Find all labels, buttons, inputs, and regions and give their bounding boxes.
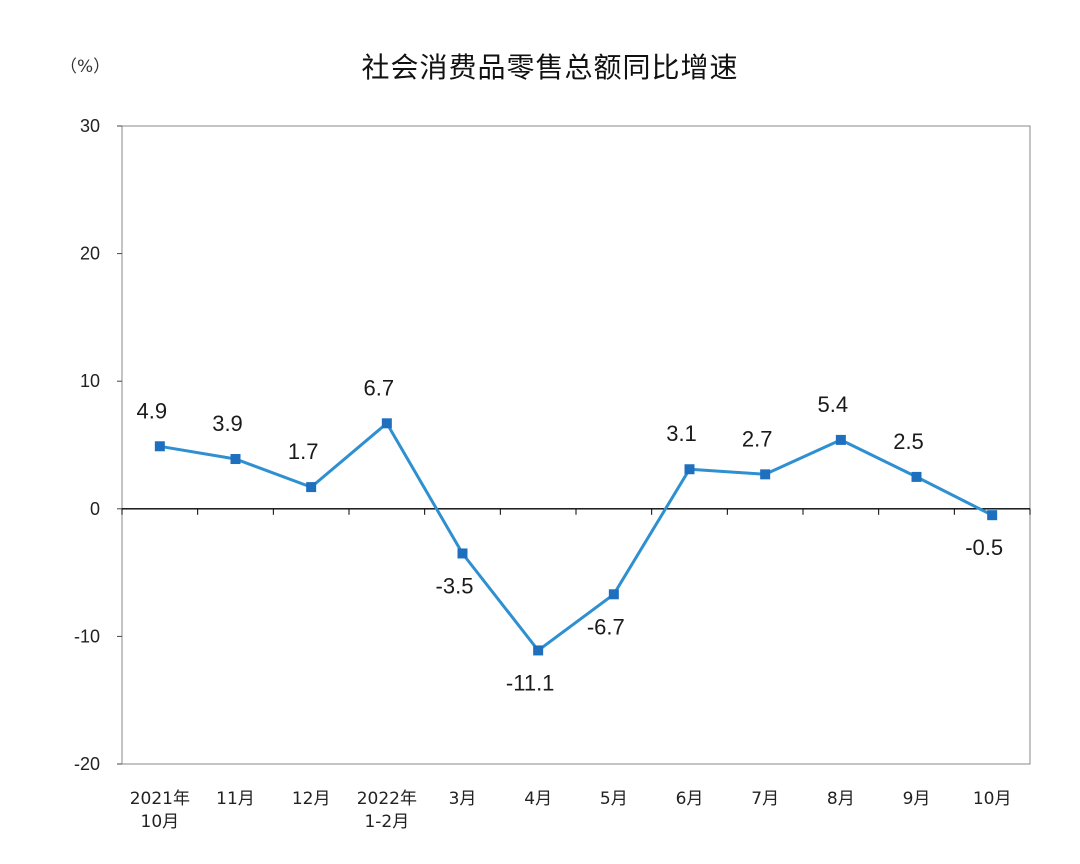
x-tick-label: 10月 (973, 789, 1012, 809)
x-tick-label: 2021年 10月 (130, 789, 190, 832)
data-point-marker (911, 471, 922, 482)
y-tick-label: -10 (74, 626, 100, 646)
data-point-marker (533, 645, 544, 656)
data-label: 1.7 (288, 439, 319, 464)
data-point-marker (230, 454, 241, 465)
data-point-marker (381, 418, 392, 429)
x-tick-label: 12月 (292, 789, 331, 809)
series-line (158, 421, 994, 652)
data-point-marker (987, 510, 998, 521)
data-label: 3.9 (212, 411, 243, 436)
x-tick-label: 6月 (676, 789, 704, 809)
data-labels-layer: 4.9 3.9 1.7 6.7 -3.5 -11.1 -6.7 3.1 2.7 5.4 2.5 -0.… (137, 375, 1004, 695)
data-point-marker (760, 469, 771, 480)
x-tick-label-line: 10月 (973, 789, 1012, 809)
y-tick-label: 0 (90, 499, 100, 519)
x-tick-label: 9月 (903, 789, 931, 809)
x-tick-label-line: 2021年 (130, 789, 190, 809)
data-label: 3.1 (666, 421, 697, 446)
x-tick-label: 8月 (827, 789, 855, 809)
data-point-marker (608, 589, 619, 600)
data-label: 2.5 (893, 429, 924, 454)
x-tick-label-line: 8月 (827, 789, 855, 809)
x-tick-label-line: 9月 (903, 789, 931, 809)
x-tick-label: 2022年 1-2月 (357, 789, 417, 832)
y-tick-label: -20 (74, 754, 100, 774)
x-tick-label: 4月 (524, 789, 552, 809)
x-tick-label: 7月 (751, 789, 779, 809)
y-unit-label: （%） (60, 57, 111, 77)
data-label: 4.9 (137, 398, 168, 423)
y-tick-label: 20 (80, 244, 100, 264)
x-tick-label-line: 10月 (141, 812, 180, 832)
data-label: 2.7 (742, 426, 773, 451)
x-tick-label-line: 4月 (524, 789, 552, 809)
plot-frame (121, 125, 1031, 765)
x-tick-label: 3月 (449, 789, 477, 809)
x-tick-label-line: 6月 (676, 789, 704, 809)
x-tick-label-line: 2022年 (357, 789, 417, 809)
x-tick-label-line: 5月 (600, 789, 628, 809)
data-label: -6.7 (587, 614, 625, 639)
data-label: 6.7 (364, 375, 395, 400)
x-tick-label-line: 1-2月 (364, 812, 409, 832)
x-tick-label-line: 7月 (751, 789, 779, 809)
y-tick-label: 10 (80, 371, 100, 391)
series-layer (154, 418, 998, 656)
x-tick-label: 11月 (216, 789, 255, 809)
data-label: -3.5 (436, 573, 474, 598)
data-label: -11.1 (506, 670, 555, 695)
ticks-layer: 30 20 10 0 -10 -20 2021年 10月 11月 12月 2022年 1-2月 3月 4月… (74, 116, 1031, 832)
x-tick-label-line: 11月 (216, 789, 255, 809)
data-point-marker (154, 441, 165, 452)
data-point-marker (306, 482, 317, 493)
chart-title: 社会消费品零售总额同比增速 (361, 51, 739, 84)
x-tick-label-line: 12月 (292, 789, 331, 809)
y-tick-label: 30 (80, 116, 100, 136)
x-tick-label: 5月 (600, 789, 628, 809)
data-label: 5.4 (818, 392, 849, 417)
data-point-marker (835, 434, 846, 445)
data-point-marker (684, 464, 695, 475)
data-point-marker (457, 548, 468, 559)
data-label: -0.5 (965, 535, 1003, 560)
x-tick-label-line: 3月 (449, 789, 477, 809)
